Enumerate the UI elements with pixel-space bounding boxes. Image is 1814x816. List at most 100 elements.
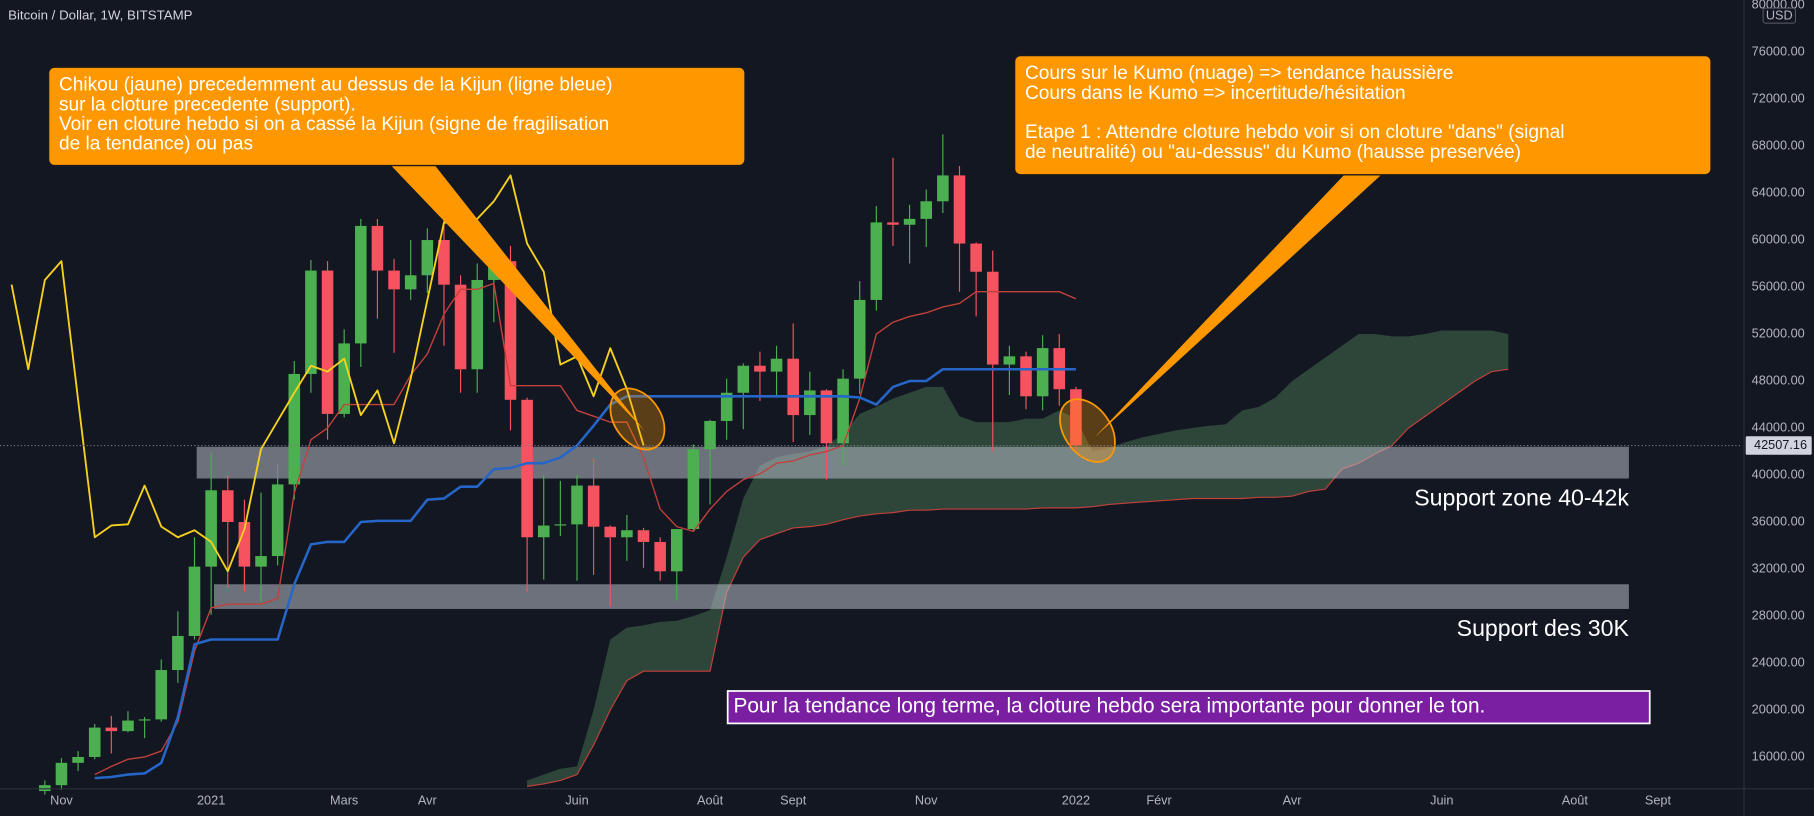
x-tick-label: 2021 — [197, 792, 225, 807]
candle-body — [937, 175, 949, 202]
candle-body — [554, 524, 567, 526]
candle — [205, 452, 217, 615]
candle-body — [39, 785, 51, 792]
candle-body — [953, 175, 966, 244]
candle-body — [288, 373, 301, 485]
y-tick-label: 20000.00 — [1752, 701, 1805, 716]
candle — [837, 369, 849, 466]
x-tick-label: Févr — [1146, 792, 1172, 807]
candle — [571, 475, 583, 581]
x-tick-label: Avr — [1283, 792, 1303, 807]
indicator-line — [94, 282, 1077, 776]
candle-body — [55, 762, 68, 786]
last-price-box — [1745, 436, 1812, 455]
candle-body — [155, 670, 168, 720]
x-tick-label: Août — [697, 792, 724, 807]
callout-layer: Chikou (jaune) precedemment au dessus de… — [47, 54, 1712, 725]
candle-body — [1036, 348, 1049, 397]
candle-body — [122, 720, 134, 732]
candle — [687, 444, 700, 532]
y-tick-label: 80000.00 — [1752, 0, 1805, 11]
candle-body — [72, 756, 84, 763]
x-tick-label: Juin — [1430, 792, 1453, 807]
y-tick-label: 68000.00 — [1752, 137, 1805, 152]
candle — [404, 240, 417, 300]
candle-body — [720, 392, 733, 421]
last-price-label: 42507.16 — [1754, 437, 1807, 452]
candle — [72, 751, 84, 772]
candle-body — [887, 222, 899, 225]
x-tick-label: Juin — [565, 792, 588, 807]
candle — [887, 157, 899, 246]
y-tick-label: 16000.00 — [1752, 748, 1805, 763]
candle-body — [770, 358, 783, 372]
candle — [471, 263, 484, 393]
zone-label: Support des 30K — [1457, 615, 1630, 641]
candle-body — [438, 240, 450, 285]
y-tick-label: 72000.00 — [1752, 90, 1805, 105]
candle — [587, 458, 600, 575]
candle-body — [654, 541, 666, 572]
candle — [388, 258, 400, 353]
candle — [105, 715, 118, 754]
candle-body — [1070, 389, 1082, 446]
note-text: Pour la tendance long terme, la cloture … — [733, 695, 1485, 718]
candle-body — [670, 529, 683, 572]
callout-box — [1013, 54, 1712, 176]
candle-body — [587, 485, 600, 527]
x-tick-label: Avr — [418, 792, 438, 807]
candle-body — [305, 270, 317, 374]
y-tick-label: 76000.00 — [1752, 43, 1805, 58]
candle-body — [1003, 356, 1016, 365]
kumo-cloud — [527, 330, 1509, 787]
candle — [39, 780, 51, 795]
chart-title: Bitcoin / Dollar, 1W, BITSTAMP — [8, 8, 193, 23]
candle — [853, 281, 866, 394]
candle — [188, 537, 201, 640]
candle-body — [537, 525, 550, 538]
candle-body — [255, 556, 267, 567]
candle-body — [970, 243, 982, 272]
candle-body — [454, 284, 467, 370]
candle — [288, 361, 301, 500]
callout-arrow — [1094, 174, 1382, 438]
candle-body — [221, 490, 234, 522]
y-tick-label: 48000.00 — [1752, 372, 1805, 387]
candle-body — [421, 240, 434, 276]
candle — [122, 711, 134, 733]
candle — [554, 480, 567, 537]
candle-body — [388, 270, 400, 290]
candle — [720, 378, 733, 440]
callout-text: sur la cloture precedente (support). — [59, 94, 356, 115]
candle — [903, 204, 916, 264]
x-tick-label: Août — [1562, 792, 1589, 807]
support-zone — [214, 584, 1629, 609]
candle-body — [355, 225, 367, 344]
candle — [138, 717, 151, 739]
y-tick-label: 64000.00 — [1752, 184, 1805, 199]
indicator-line — [94, 367, 1076, 780]
candle-body — [521, 399, 533, 538]
candle-body — [804, 390, 816, 416]
candle-body — [820, 390, 833, 444]
y-tick-label: 32000.00 — [1752, 560, 1805, 575]
candle — [255, 492, 267, 602]
candle — [1020, 351, 1032, 410]
candle — [88, 724, 101, 760]
candle — [1036, 335, 1049, 411]
candle — [787, 323, 799, 443]
callout-box — [47, 66, 746, 167]
annotation-shapes — [391, 165, 1382, 463]
zone-layer: Support zone 40-42k Support des 30K — [196, 446, 1630, 641]
candle-body — [1020, 356, 1032, 397]
candle-body — [986, 271, 999, 365]
candle — [986, 250, 999, 452]
callout-text: Voir en cloture hebdo si on a cassé la K… — [59, 114, 609, 135]
candle — [704, 419, 716, 505]
y-tick-label: 36000.00 — [1752, 513, 1805, 528]
candle — [754, 351, 766, 401]
candle-body — [637, 530, 650, 542]
